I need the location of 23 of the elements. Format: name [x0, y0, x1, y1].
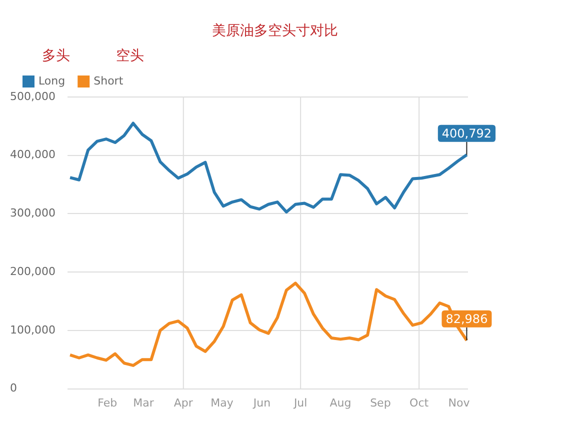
chart-title: 美原油多空头寸对比 — [211, 22, 339, 40]
x-tick-label: Mar — [133, 396, 154, 410]
x-tick-label: Sep — [370, 396, 391, 410]
data-label: 400,792 — [442, 126, 492, 141]
text: 多头 — [42, 47, 70, 65]
y-tick-label: 400,000 — [10, 148, 56, 162]
text: 空头 — [116, 47, 144, 65]
x-tick-label: May — [210, 396, 234, 410]
x-tick-label: Aug — [330, 396, 352, 410]
x-tick-label: Nov — [448, 396, 470, 410]
legend-label: Long — [38, 74, 66, 88]
x-tick-label: Oct — [410, 396, 430, 410]
y-tick-label: 100,000 — [10, 323, 56, 336]
y-tick-label: 500,000 — [10, 90, 56, 103]
x-tick-label: Jul — [292, 396, 308, 410]
data-label: 82,986 — [446, 312, 488, 326]
x-tick-label: Apr — [174, 396, 194, 410]
x-tick-label: Jun — [252, 396, 271, 410]
legend-label: Short — [94, 74, 124, 88]
x-tick-label: Feb — [98, 396, 118, 410]
y-tick-label: 300,000 — [10, 206, 56, 220]
y-tick-label: 0 — [10, 382, 17, 395]
y-tick-label: 200,000 — [10, 264, 56, 278]
